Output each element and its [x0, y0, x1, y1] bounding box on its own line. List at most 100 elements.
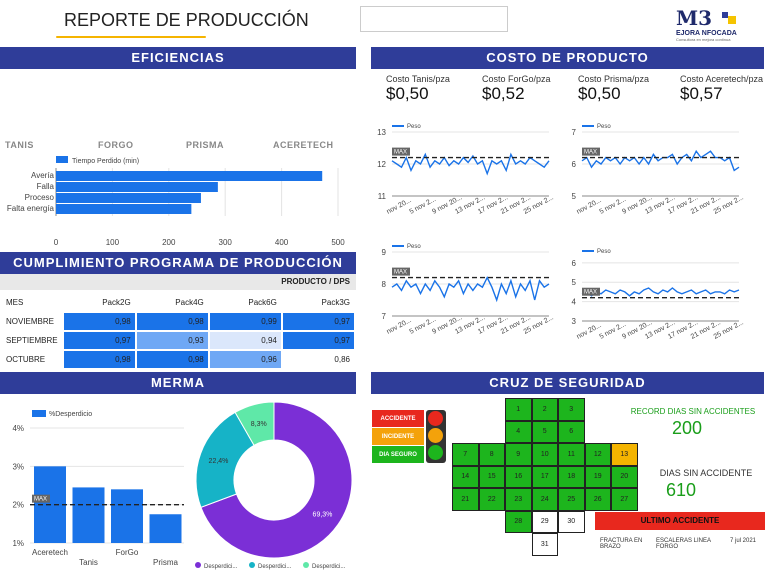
bar[interactable]: [72, 487, 105, 543]
ultimo-fecha: 7 jul 2021: [730, 538, 757, 544]
x-tick-label: 400: [275, 238, 289, 247]
peso-series-line[interactable]: [581, 287, 740, 297]
day-cell[interactable]: 19: [584, 465, 611, 488]
table-cell[interactable]: 0,93: [136, 332, 208, 349]
bar[interactable]: [56, 204, 192, 214]
col-pack4g[interactable]: Pack4G: [175, 298, 204, 307]
peso-series-line[interactable]: [391, 152, 550, 176]
bar[interactable]: [56, 171, 323, 181]
day-cell[interactable]: 28: [505, 510, 532, 533]
day-cell[interactable]: 5: [531, 420, 558, 443]
day-cell[interactable]: 23: [505, 488, 532, 511]
x-tick-label: 200: [162, 238, 176, 247]
y-tick-label: 1%: [12, 539, 24, 548]
max-badge: [582, 287, 600, 296]
max-label: MAX: [394, 270, 407, 276]
table-cell[interactable]: 0,98: [136, 313, 208, 330]
bar[interactable]: [111, 489, 143, 543]
peso-series-line[interactable]: [391, 276, 550, 303]
bar[interactable]: [149, 514, 182, 543]
plant-prisma[interactable]: PRISMA: [186, 140, 225, 150]
pie-slice[interactable]: [234, 401, 275, 446]
pie-slice[interactable]: [200, 401, 353, 559]
day-cell[interactable]: 15: [478, 465, 505, 488]
col-pack3g[interactable]: Pack3G: [321, 298, 350, 307]
day-cell[interactable]: 30: [558, 510, 585, 533]
costo-forgo-label: Costo ForGo/pza: [482, 74, 551, 84]
day-cell[interactable]: 14: [452, 465, 479, 488]
row-month: SEPTIEMBRE: [6, 336, 58, 345]
plant-forgo[interactable]: FORGO: [98, 140, 134, 150]
legend-label: Desperdici...: [312, 564, 346, 570]
day-cell[interactable]: 26: [584, 488, 611, 511]
table-cell[interactable]: 0,98: [136, 351, 208, 368]
slice-label: 22,4%: [209, 458, 229, 465]
date-filter-box[interactable]: [360, 6, 508, 32]
day-cell[interactable]: 8: [478, 443, 505, 466]
max-label: MAX: [34, 497, 47, 503]
day-cell[interactable]: 10: [531, 443, 558, 466]
day-cell[interactable]: 9: [505, 443, 532, 466]
day-cell[interactable]: 24: [531, 488, 558, 511]
plant-tanis[interactable]: TANIS: [5, 140, 34, 150]
table-row: OCTUBRE 0,98 0,98 0,96 0,86: [2, 351, 354, 368]
ultimo-lugar: ESCALERAS LINEA FORGO: [656, 538, 711, 550]
table-cell[interactable]: 0,94: [209, 332, 281, 349]
costo-aceretech: Costo Aceretech/pza $0,57: [680, 74, 763, 104]
y-tick-label: 2%: [12, 501, 24, 510]
day-cell[interactable]: 22: [478, 488, 505, 511]
day-cell[interactable]: 7: [452, 443, 479, 466]
category-label: Aceretech: [32, 548, 68, 557]
day-cell[interactable]: 13: [611, 443, 638, 466]
day-cell[interactable]: 1: [505, 398, 532, 421]
col-mes[interactable]: MES: [6, 298, 24, 307]
legend-dia-seguro: DIA SEGURO: [372, 446, 424, 463]
day-cell[interactable]: 29: [531, 510, 558, 533]
col-pack2g[interactable]: Pack2G: [102, 298, 131, 307]
category-label: Falta energía: [7, 204, 55, 213]
col-pack6g[interactable]: Pack6G: [248, 298, 277, 307]
day-cell[interactable]: 21: [452, 488, 479, 511]
day-cell[interactable]: 2: [531, 398, 558, 421]
day-cell[interactable]: 20: [611, 465, 638, 488]
table-cell[interactable]: 0,98: [63, 351, 135, 368]
day-cell[interactable]: 31: [531, 533, 558, 556]
category-label: Avería: [31, 171, 55, 180]
peso-series-line[interactable]: [581, 149, 740, 172]
category-label: ForGo: [116, 548, 139, 557]
logo-name: EJORA NFOCADA: [676, 30, 737, 37]
table-cell[interactable]: 0,98: [63, 313, 135, 330]
max-badge: [392, 147, 410, 156]
traffic-light-icon: [426, 410, 446, 463]
x-tick-label: 100: [106, 238, 120, 247]
day-cell[interactable]: 18: [558, 465, 585, 488]
y-tick-label: 12: [377, 160, 386, 169]
day-cell[interactable]: 27: [611, 488, 638, 511]
max-label: MAX: [394, 150, 407, 156]
ultimo-tipo: FRACTURA EN BRAZO: [600, 538, 643, 550]
legend-accidente: ACCIDENTE: [372, 410, 424, 427]
day-cell[interactable]: 4: [505, 420, 532, 443]
plant-aceretech[interactable]: ACERETECH: [273, 140, 334, 150]
day-cell[interactable]: 11: [558, 443, 585, 466]
day-cell[interactable]: 16: [505, 465, 532, 488]
day-cell[interactable]: 25: [558, 488, 585, 511]
table-cell[interactable]: 0,97: [282, 332, 354, 349]
table-row: SEPTIEMBRE 0,97 0,93 0,94 0,97: [2, 332, 354, 349]
table-cell[interactable]: 0,86: [282, 351, 354, 368]
bar[interactable]: [56, 193, 201, 203]
day-cell[interactable]: 17: [531, 465, 558, 488]
day-cell[interactable]: 6: [558, 420, 585, 443]
y-tick-label: 9: [382, 248, 387, 257]
table-cell[interactable]: 0,97: [282, 313, 354, 330]
table-cell[interactable]: 0,97: [63, 332, 135, 349]
company-logo: M3 EJORA NFOCADA Consultora en mejora co…: [676, 6, 764, 46]
cumplimiento-band: CUMPLIMIENTO PROGRAMA DE PRODUCCIÓN: [0, 252, 356, 274]
costo-tanis: Costo Tanis/pza $0,50: [386, 74, 450, 104]
bar[interactable]: [56, 182, 218, 192]
day-cell[interactable]: 12: [584, 443, 611, 466]
table-cell[interactable]: 0,96: [209, 351, 281, 368]
day-cell[interactable]: 3: [558, 398, 585, 421]
table-cell[interactable]: 0,99: [209, 313, 281, 330]
